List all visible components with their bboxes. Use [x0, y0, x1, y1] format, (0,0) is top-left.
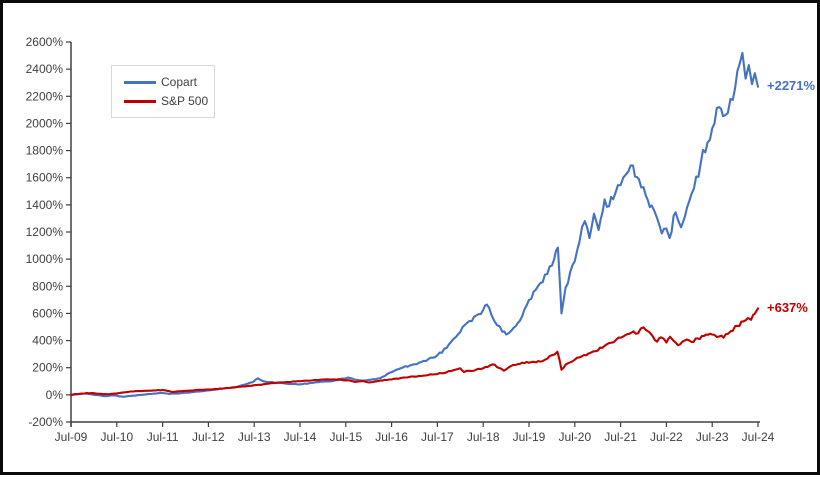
x-tick-label: Jul-20	[558, 430, 591, 444]
x-tick-label: Jul-16	[375, 430, 408, 444]
x-tick-label: Jul-21	[604, 430, 637, 444]
x-tick-label: Jul-11	[147, 430, 179, 444]
legend: Copart S&P 500	[111, 65, 215, 118]
y-tick-label: 1000%	[26, 252, 64, 266]
y-tick-label: 2200%	[26, 89, 64, 103]
sp500-end-value-label: +637%	[767, 300, 808, 315]
y-tick-label: 2000%	[26, 116, 64, 130]
x-tick-label: Jul-17	[421, 430, 454, 444]
y-tick-label: 1400%	[26, 198, 64, 212]
x-tick-label: Jul-13	[238, 430, 271, 444]
legend-item-sp500: S&P 500	[124, 95, 214, 107]
x-tick-label: Jul-23	[696, 430, 729, 444]
x-tick-label: Jul-09	[55, 430, 88, 444]
x-tick-label: Jul-15	[329, 430, 362, 444]
legend-label-copart: Copart	[161, 75, 198, 89]
y-tick-label: 2400%	[26, 62, 64, 76]
x-tick-label: Jul-14	[284, 430, 317, 444]
copart-end-value-label: +2271%	[767, 78, 816, 93]
y-tick-label: 200%	[32, 361, 63, 375]
x-tick-label: Jul-10	[100, 430, 133, 444]
x-tick-label: Jul-18	[467, 430, 500, 444]
y-tick-label: 600%	[32, 306, 63, 320]
x-tick-label: Jul-22	[650, 430, 683, 444]
y-tick-label: 1800%	[26, 144, 64, 158]
y-tick-label: 2600%	[26, 35, 64, 49]
series-line-s-p-500	[69, 307, 760, 396]
legend-label-sp500: S&P 500	[161, 94, 209, 108]
y-tick-label: 0%	[46, 388, 64, 402]
y-tick-label: 800%	[32, 279, 63, 293]
x-tick-label: Jul-24	[742, 430, 775, 444]
sp500-line-swatch	[124, 99, 156, 103]
y-tick-label: 400%	[32, 334, 63, 348]
y-tick-label: 1600%	[26, 171, 64, 185]
performance-chart: -200% 0% 200% 400% 600% 800% 1000% 1200% 1400% 16…	[3, 3, 820, 478]
copart-line-swatch	[124, 80, 156, 84]
y-tick-label: -200%	[28, 415, 63, 429]
plot-area: -200% 0% 200% 400% 600% 800% 1000% 1200% 1400% 16…	[26, 35, 775, 444]
y-tick-label: 1200%	[26, 225, 64, 239]
legend-item-copart: Copart	[124, 76, 214, 88]
x-tick-label: Jul-19	[513, 430, 546, 444]
series-line-copart	[69, 51, 760, 398]
x-tick-label: Jul-12	[192, 430, 225, 444]
